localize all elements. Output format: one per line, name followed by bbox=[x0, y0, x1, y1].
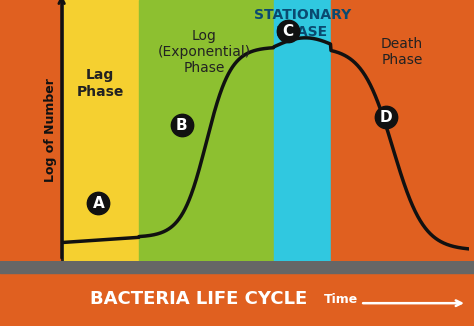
Bar bbox=[331, 0, 469, 261]
Text: Log
(Exponential)
Phase: Log (Exponential) Phase bbox=[158, 29, 251, 75]
Text: STATIONARY
PHASE: STATIONARY PHASE bbox=[254, 8, 351, 38]
Bar bbox=[273, 0, 331, 261]
Bar bbox=[139, 0, 273, 261]
Text: A: A bbox=[92, 196, 104, 211]
Point bbox=[284, 29, 292, 34]
Point bbox=[94, 201, 102, 206]
Point bbox=[382, 115, 390, 120]
Text: D: D bbox=[379, 110, 392, 125]
Text: C: C bbox=[283, 24, 293, 39]
Bar bbox=[62, 0, 139, 261]
Bar bbox=[0, 261, 474, 273]
Text: BACTERIA LIFE CYCLE: BACTERIA LIFE CYCLE bbox=[91, 289, 308, 308]
Text: Death
Phase: Death Phase bbox=[381, 37, 423, 67]
Y-axis label: Log of Number: Log of Number bbox=[45, 79, 57, 182]
Text: B: B bbox=[176, 118, 188, 133]
Point bbox=[178, 123, 186, 128]
Text: Time: Time bbox=[324, 293, 358, 306]
Text: Lag
Phase: Lag Phase bbox=[77, 68, 124, 98]
